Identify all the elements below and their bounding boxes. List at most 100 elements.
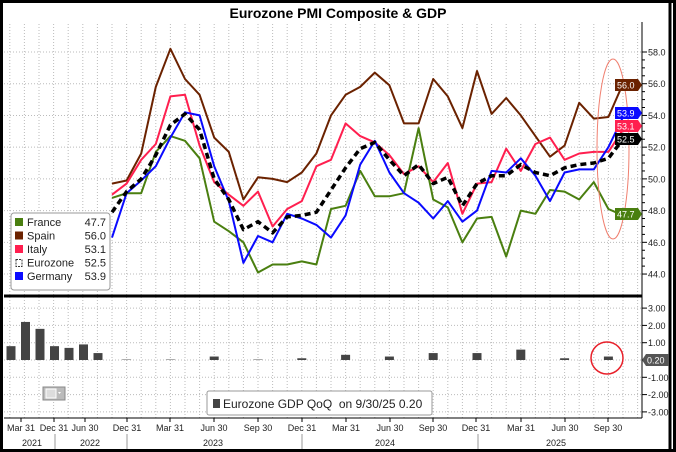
y-axis-ticks: 44.0 46.0 48.0 50.0 52.0 54.0 56.0 58.0 3.00 2.00… bbox=[642, 48, 669, 417]
highlight-circle bbox=[590, 341, 624, 375]
badge-eurozone bbox=[615, 133, 642, 145]
series-line-eurozone bbox=[110, 112, 625, 235]
x-tick-label: Mar 31 bbox=[156, 423, 184, 433]
x-tick-label: Mar 31 bbox=[7, 423, 35, 433]
x-tick-label: Dec 31 bbox=[40, 423, 69, 433]
legend-label: Eurozone bbox=[27, 258, 74, 270]
gdp-bar bbox=[35, 328, 45, 360]
y-tick-label: -3.00 bbox=[648, 407, 669, 417]
legend-value: 53.9 bbox=[85, 271, 106, 283]
legend-value: 47.7 bbox=[85, 217, 106, 229]
gdp-bars bbox=[6, 321, 613, 360]
x-tick-label: Jun 30 bbox=[200, 423, 227, 433]
gdp-bar bbox=[64, 347, 74, 360]
legend-value: 56.0 bbox=[85, 231, 106, 243]
x-tick-label: Sep 30 bbox=[244, 423, 273, 433]
x-year-label: 2022 bbox=[80, 438, 100, 448]
gdp-legend: Eurozone GDP QoQ on 9/30/25 0.20 bbox=[206, 390, 433, 416]
legend-swatch bbox=[15, 218, 23, 226]
gdp-bar bbox=[93, 353, 103, 360]
x-tick-label: Mar 31 bbox=[332, 423, 360, 433]
y-tick-label: 1.00 bbox=[648, 338, 666, 348]
y-tick-label: 46.0 bbox=[648, 238, 666, 248]
gdp-bar bbox=[472, 353, 482, 360]
x-tick-label: Sep 30 bbox=[594, 423, 623, 433]
pmi-legend: France 47.7 Spain 56.0 Italy 53.1 Eurozone 52.5… bbox=[10, 212, 111, 291]
x-tick-label: Sep 30 bbox=[419, 423, 448, 433]
x-year-label: 2021 bbox=[22, 438, 42, 448]
badge-label: 56.0 bbox=[617, 81, 635, 91]
badge-italy bbox=[615, 120, 642, 132]
y-tick-label: -2.00 bbox=[648, 390, 669, 400]
legend-swatch bbox=[15, 245, 23, 253]
legend-value: 53.1 bbox=[85, 244, 106, 256]
legend-swatch bbox=[15, 272, 23, 280]
badge-gdp bbox=[642, 354, 669, 366]
x-year-label: 2023 bbox=[203, 438, 223, 448]
badge-label: 0.20 bbox=[647, 356, 665, 366]
series-line-france bbox=[111, 127, 624, 274]
chart-title: Eurozone PMI Composite & GDP bbox=[229, 5, 446, 21]
x-tick-label: Jun 30 bbox=[551, 423, 578, 433]
y-tick-label: 2.00 bbox=[648, 321, 666, 331]
chart-type-button[interactable] bbox=[42, 386, 66, 401]
y-tick-label: 48.0 bbox=[648, 206, 666, 216]
badge-spain bbox=[615, 79, 642, 91]
x-tick-label: Dec 31 bbox=[462, 423, 491, 433]
x-tick-label: Dec 31 bbox=[113, 423, 142, 433]
legend-swatch bbox=[15, 231, 23, 240]
badge-label: 47.7 bbox=[617, 210, 635, 220]
gdp-bar bbox=[122, 359, 132, 360]
x-tick-label: Mar 31 bbox=[507, 423, 535, 433]
series-line-germany bbox=[111, 111, 624, 264]
y-tick-label: 52.0 bbox=[648, 143, 666, 153]
badge-germany bbox=[615, 107, 642, 119]
pmi-lines bbox=[110, 47, 625, 274]
legend-label: Germany bbox=[27, 271, 73, 283]
badge-france bbox=[615, 208, 642, 220]
y-tick-label: 44.0 bbox=[648, 270, 666, 280]
legend-label: France bbox=[27, 217, 61, 229]
gdp-bar bbox=[297, 358, 307, 360]
legend-value: 52.5 bbox=[85, 258, 106, 270]
gdp-bar bbox=[428, 353, 438, 360]
y-tick-label: 56.0 bbox=[648, 79, 666, 89]
gdp-bar bbox=[50, 346, 59, 360]
series-line-spain bbox=[111, 47, 624, 201]
gdp-legend-swatch bbox=[213, 399, 220, 408]
gdp-legend-box bbox=[206, 390, 433, 416]
gdp-bar bbox=[209, 356, 219, 360]
chevron-down-icon bbox=[58, 392, 61, 394]
gdp-bar bbox=[560, 358, 570, 360]
legend-swatch bbox=[15, 259, 23, 267]
y-tick-label: -1.00 bbox=[648, 373, 669, 383]
x-tick-label: Jun 30 bbox=[71, 423, 98, 433]
legend-box bbox=[10, 212, 111, 291]
highlight-ellipse bbox=[596, 58, 630, 240]
y-tick-label: 3.00 bbox=[648, 304, 666, 314]
gdp-bar bbox=[165, 359, 175, 360]
badge-label: 52.5 bbox=[617, 135, 635, 145]
y-tick-label: 54.0 bbox=[648, 111, 666, 121]
gdp-bar bbox=[603, 356, 613, 360]
gdp-bar bbox=[21, 321, 30, 360]
chart-icon bbox=[45, 388, 57, 399]
gdp-bar bbox=[516, 349, 526, 360]
x-tick-label: Jun 30 bbox=[376, 423, 403, 433]
gdp-legend-label: Eurozone GDP QoQ on 9/30/25 0.20 bbox=[223, 397, 423, 411]
gdp-bar bbox=[341, 354, 351, 360]
y-tick-label: 50.0 bbox=[648, 174, 666, 184]
gdp-bar bbox=[6, 346, 16, 360]
legend-label: Italy bbox=[27, 244, 48, 256]
series-line-italy bbox=[111, 93, 624, 228]
badge-label: 53.9 bbox=[617, 109, 635, 119]
badge-label: 53.1 bbox=[617, 122, 635, 132]
gdp-bar bbox=[79, 344, 88, 360]
y-tick-label: 58.0 bbox=[648, 48, 666, 58]
x-axis-ticks: Mar 31 Dec 31 Jun 30 Dec 31 Mar 31 Jun 30 Sep … bbox=[7, 418, 622, 449]
legend-label: Spain bbox=[27, 231, 55, 243]
last-value-badges: 47.7 56.0 53.1 52.5 53.9 0.20 bbox=[615, 79, 669, 366]
